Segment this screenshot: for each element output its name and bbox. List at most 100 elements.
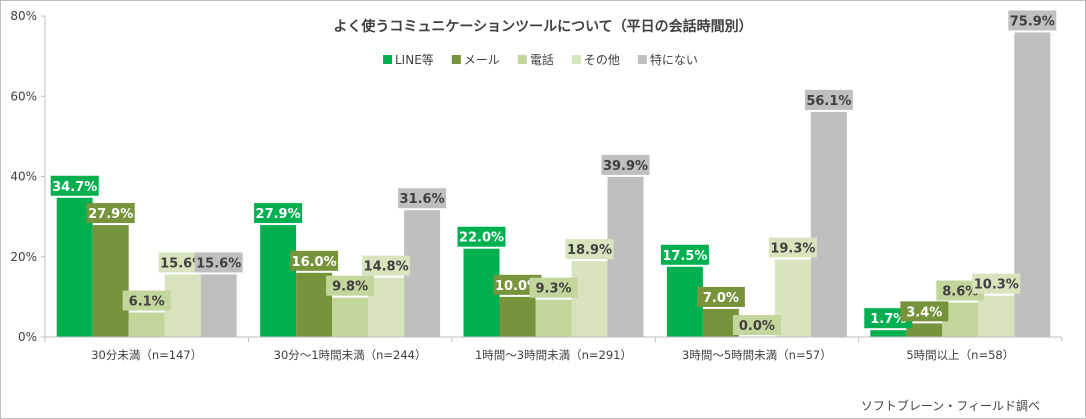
- bar: [906, 323, 943, 337]
- source-note: ソフトブレーン・フィールド調べ: [861, 398, 1040, 413]
- data-label: 19.3%: [768, 237, 817, 258]
- data-label-text: 1.7%: [870, 312, 906, 327]
- data-label-text: 15.6%: [196, 256, 241, 271]
- data-label-text: 9.8%: [332, 280, 368, 295]
- data-label: 9.3%: [529, 277, 578, 298]
- data-label-text: 22.0%: [459, 231, 504, 246]
- bar: [200, 274, 237, 337]
- legend-item: その他: [571, 53, 620, 67]
- data-label-text: 18.9%: [567, 243, 612, 258]
- legend-label: 電話: [530, 52, 554, 67]
- data-label-text: 27.9%: [256, 207, 301, 222]
- data-label-box: [804, 89, 853, 110]
- data-label-text: 14.8%: [364, 260, 409, 275]
- data-label-box: [900, 301, 949, 322]
- data-labels: 34.7% 27.9% 22.0% 17.5% 1.7% 27.9% 16.0% 10.0% 7…: [50, 10, 1057, 335]
- data-label-box: [50, 175, 99, 196]
- legend-swatch: [451, 55, 461, 64]
- y-tick-label: 80%: [10, 9, 37, 23]
- data-label-text: 9.3%: [535, 282, 571, 297]
- data-label: 75.9%: [1008, 10, 1057, 31]
- data-label-box: [398, 188, 447, 209]
- data-label-box: [732, 315, 781, 335]
- legend-label: その他: [584, 53, 620, 67]
- data-label: 16.0%: [290, 250, 339, 271]
- legend-label: 特にない: [650, 52, 698, 67]
- x-axis: 30分未満（n=147） 30分～1時間未満（n=244） 1時間～3時間未満（n=…: [44, 336, 1063, 362]
- x-category-label: 1時間～3時間未満（n=291）: [475, 348, 632, 362]
- data-label-text: 6.1%: [129, 295, 165, 310]
- data-label-text: 56.1%: [806, 94, 851, 109]
- legend-swatch: [383, 55, 392, 64]
- data-label: 14.8%: [362, 255, 411, 276]
- data-label: 0.0%: [732, 315, 781, 335]
- data-label-text: 27.9%: [88, 207, 133, 222]
- y-tick-label: 20%: [10, 250, 37, 264]
- data-label-text: 75.9%: [1010, 14, 1055, 29]
- legend: LINE等 メール 電話 その他 特にない: [383, 52, 698, 67]
- data-label-box: [362, 255, 411, 276]
- data-label-text: 10.3%: [974, 278, 1019, 293]
- bar: [128, 312, 165, 337]
- legend-swatch: [517, 55, 527, 64]
- data-label-box: [972, 273, 1021, 294]
- data-label: 7.0%: [696, 286, 745, 307]
- data-label: 6.1%: [122, 290, 171, 311]
- y-tick-label: 60%: [10, 89, 37, 103]
- y-tick-label: 40%: [10, 170, 37, 184]
- bar: [870, 330, 907, 337]
- data-label: 22.0%: [457, 226, 506, 247]
- x-category-label: 3時間～5時間未満（n=57）: [682, 348, 832, 362]
- data-label-text: 8.6%: [942, 284, 978, 299]
- data-label-text: 39.9%: [603, 159, 648, 174]
- data-label: 15.6%: [194, 252, 243, 273]
- data-label: 39.9%: [601, 154, 650, 175]
- chart-title: よく使うコミュニケーションツールについて（平日の会話時間別）: [333, 18, 752, 35]
- legend-label: LINE等: [395, 53, 434, 67]
- data-label-box: [254, 203, 303, 224]
- x-category-label: 30分～1時間未満（n=244）: [274, 348, 427, 362]
- data-label-text: 31.6%: [400, 192, 445, 207]
- bar: [978, 295, 1015, 337]
- legend-item: 電話: [517, 52, 554, 67]
- data-label: 18.9%: [565, 239, 614, 260]
- bar: [499, 296, 536, 337]
- y-tick-label: 0%: [18, 330, 37, 344]
- data-label-box: [1008, 10, 1057, 31]
- bar: [92, 225, 129, 337]
- data-label-box: [696, 286, 745, 307]
- bar: [535, 299, 572, 337]
- bar: [332, 297, 369, 337]
- data-label-text: 10.0%: [495, 279, 540, 294]
- x-category-label: 5時間以上（n=58）: [906, 348, 1014, 362]
- data-label-box: [768, 237, 817, 258]
- legend-item: LINE等: [383, 53, 434, 67]
- legend-swatch: [637, 55, 647, 64]
- data-label: 17.5%: [660, 244, 709, 265]
- bar: [810, 111, 847, 338]
- data-label-box: [194, 252, 243, 273]
- data-label: 34.7%: [50, 175, 99, 196]
- legend-label: メール: [464, 53, 500, 67]
- data-label-box: [290, 250, 339, 271]
- data-label-text: 7.0%: [703, 291, 739, 306]
- data-label-text: 17.5%: [662, 249, 707, 264]
- data-label: 31.6%: [398, 188, 447, 209]
- data-label-text: 34.7%: [52, 180, 97, 195]
- data-label: 27.9%: [254, 203, 303, 224]
- data-label-text: 0.0%: [739, 319, 775, 334]
- data-label-text: 3.4%: [906, 305, 942, 320]
- data-label-box: [86, 203, 135, 224]
- data-label-box: [601, 154, 650, 175]
- data-label: 27.9%: [86, 203, 135, 224]
- data-label: 10.3%: [972, 273, 1021, 294]
- data-label-box: [660, 244, 709, 265]
- data-label-text: 16.0%: [292, 255, 337, 270]
- y-axis: 0% 20% 40% 60% 80%: [10, 9, 46, 344]
- legend-swatch: [571, 55, 581, 64]
- data-label-box: [122, 290, 171, 311]
- data-label-box: [326, 275, 375, 296]
- data-label-box: [565, 239, 614, 260]
